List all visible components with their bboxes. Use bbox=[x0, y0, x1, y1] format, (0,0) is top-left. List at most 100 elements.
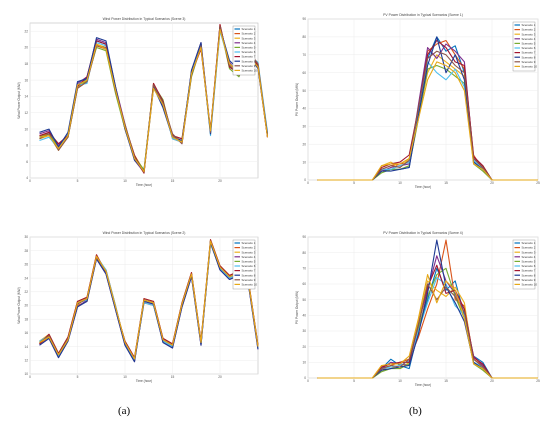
legend-entry: Scenario 10 bbox=[242, 283, 258, 287]
y-tick-label: 12 bbox=[24, 111, 28, 115]
x-tick-label: 0 bbox=[307, 379, 309, 383]
y-tick-label: 90 bbox=[302, 235, 306, 239]
series-line-10 bbox=[317, 274, 538, 379]
legend-entry: Scenario 4 bbox=[522, 37, 536, 41]
x-axis-label: Time (hour) bbox=[415, 383, 431, 387]
y-tick-label: 0 bbox=[304, 178, 306, 182]
y-tick-label: 40 bbox=[302, 107, 306, 111]
legend-entry: Scenario 3 bbox=[522, 250, 536, 254]
y-tick-label: 4 bbox=[26, 176, 28, 180]
legend-entry: Scenario 9 bbox=[242, 278, 256, 282]
series-line-8 bbox=[39, 241, 259, 363]
legend-entry: Scenario 7 bbox=[242, 269, 256, 273]
legend-entry: Scenario 2 bbox=[242, 32, 256, 36]
y-tick-label: 60 bbox=[302, 71, 306, 75]
x-axis-label: Time (hour) bbox=[136, 379, 152, 383]
legend-entry: Scenario 8 bbox=[242, 273, 256, 277]
series-line-9 bbox=[39, 25, 269, 173]
legend-entry: Scenario 4 bbox=[242, 255, 256, 259]
y-tick-label: 30 bbox=[302, 125, 306, 129]
y-axis-label: Wind Power Output (MW) bbox=[17, 82, 21, 118]
legend-entry: Scenario 10 bbox=[522, 283, 538, 287]
y-tick-label: 14 bbox=[24, 345, 28, 349]
y-tick-label: 8 bbox=[26, 144, 28, 148]
y-tick-label: 24 bbox=[24, 276, 28, 280]
series-line-10 bbox=[39, 240, 259, 360]
legend-entry: Scenario 3 bbox=[242, 36, 256, 40]
panel-label-a: (a) bbox=[118, 405, 131, 417]
y-tick-label: 18 bbox=[24, 62, 28, 66]
x-tick-label: 5 bbox=[77, 179, 79, 183]
x-tick-label: 20 bbox=[490, 181, 494, 185]
legend-entry: Scenario 9 bbox=[522, 60, 536, 64]
y-tick-label: 80 bbox=[302, 251, 306, 255]
x-tick-label: 15 bbox=[444, 379, 448, 383]
y-tick-label: 20 bbox=[24, 46, 28, 50]
y-tick-label: 70 bbox=[302, 267, 306, 271]
y-tick-label: 60 bbox=[302, 282, 306, 286]
x-tick-label: 10 bbox=[398, 181, 402, 185]
legend-entry: Scenario 4 bbox=[522, 255, 536, 259]
y-tick-label: 50 bbox=[302, 89, 306, 93]
legend-entry: Scenario 5 bbox=[522, 260, 536, 264]
x-tick-label: 5 bbox=[77, 375, 79, 379]
y-tick-label: 80 bbox=[302, 35, 306, 39]
x-tick-label: 0 bbox=[29, 375, 31, 379]
y-axis-label: PV Power Output (MW) bbox=[295, 83, 299, 116]
legend-entry: Scenario 9 bbox=[522, 278, 536, 282]
legend-entry: Scenario 8 bbox=[522, 55, 536, 59]
y-tick-label: 22 bbox=[24, 290, 28, 294]
legend-entry: Scenario 1 bbox=[522, 241, 536, 245]
x-tick-label: 20 bbox=[218, 375, 222, 379]
legend-entry: Scenario 2 bbox=[522, 246, 536, 250]
y-tick-label: 40 bbox=[302, 314, 306, 318]
y-axis-label: PV Power Output (MW) bbox=[295, 291, 299, 324]
y-tick-label: 90 bbox=[302, 17, 306, 21]
x-tick-label: 25 bbox=[536, 181, 540, 185]
legend-entry: Scenario 10 bbox=[522, 65, 538, 69]
legend-entry: Scenario 9 bbox=[242, 64, 256, 68]
legend-entry: Scenario 1 bbox=[522, 23, 536, 27]
x-tick-label: 5 bbox=[353, 379, 355, 383]
y-tick-label: 26 bbox=[24, 263, 28, 267]
chart-wind-s3: 4 6 8 10 12 14 16 18 20 22 0 5 10 15 20 Wind Power Dist… bbox=[17, 17, 269, 187]
y-tick-label: 28 bbox=[24, 249, 28, 253]
y-tick-label: 50 bbox=[302, 298, 306, 302]
y-tick-label: 10 bbox=[302, 361, 306, 365]
legend-entry: Scenario 6 bbox=[242, 50, 256, 54]
legend-entry: Scenario 4 bbox=[242, 41, 256, 45]
legend-entry: Scenario 7 bbox=[522, 51, 536, 55]
x-axis-label: Time (hour) bbox=[415, 185, 431, 189]
x-tick-label: 20 bbox=[490, 379, 494, 383]
legend-entry: Scenario 5 bbox=[242, 260, 256, 264]
plot-area bbox=[29, 22, 259, 179]
chart-title: Wind Power Distribution in Typical Scena… bbox=[103, 231, 186, 235]
y-tick-label: 30 bbox=[302, 329, 306, 333]
legend-entry: Scenario 6 bbox=[242, 264, 256, 268]
legend-entry: Scenario 3 bbox=[522, 32, 536, 36]
legend-entry: Scenario 10 bbox=[242, 69, 258, 73]
x-tick-label: 15 bbox=[171, 179, 175, 183]
legend-entry: Scenario 7 bbox=[522, 269, 536, 273]
y-axis-label: Wind Power Output (MW) bbox=[17, 287, 21, 323]
x-tick-label: 10 bbox=[398, 379, 402, 383]
y-tick-label: 18 bbox=[24, 317, 28, 321]
legend-entry: Scenario 7 bbox=[242, 55, 256, 59]
x-tick-label: 25 bbox=[536, 379, 540, 383]
y-tick-label: 10 bbox=[24, 127, 28, 131]
legend-entry: Scenario 5 bbox=[242, 46, 256, 50]
legend-entry: Scenario 8 bbox=[522, 273, 536, 277]
legend-entry: Scenario 5 bbox=[522, 42, 536, 46]
y-tick-label: 16 bbox=[24, 78, 28, 82]
x-tick-label: 20 bbox=[218, 179, 222, 183]
y-tick-label: 16 bbox=[24, 331, 28, 335]
x-tick-label: 0 bbox=[29, 179, 31, 183]
y-tick-label: 6 bbox=[26, 160, 28, 164]
legend-entry: Scenario 6 bbox=[522, 264, 536, 268]
chart-title: Wind Power Distribution in Typical Scena… bbox=[103, 17, 186, 21]
